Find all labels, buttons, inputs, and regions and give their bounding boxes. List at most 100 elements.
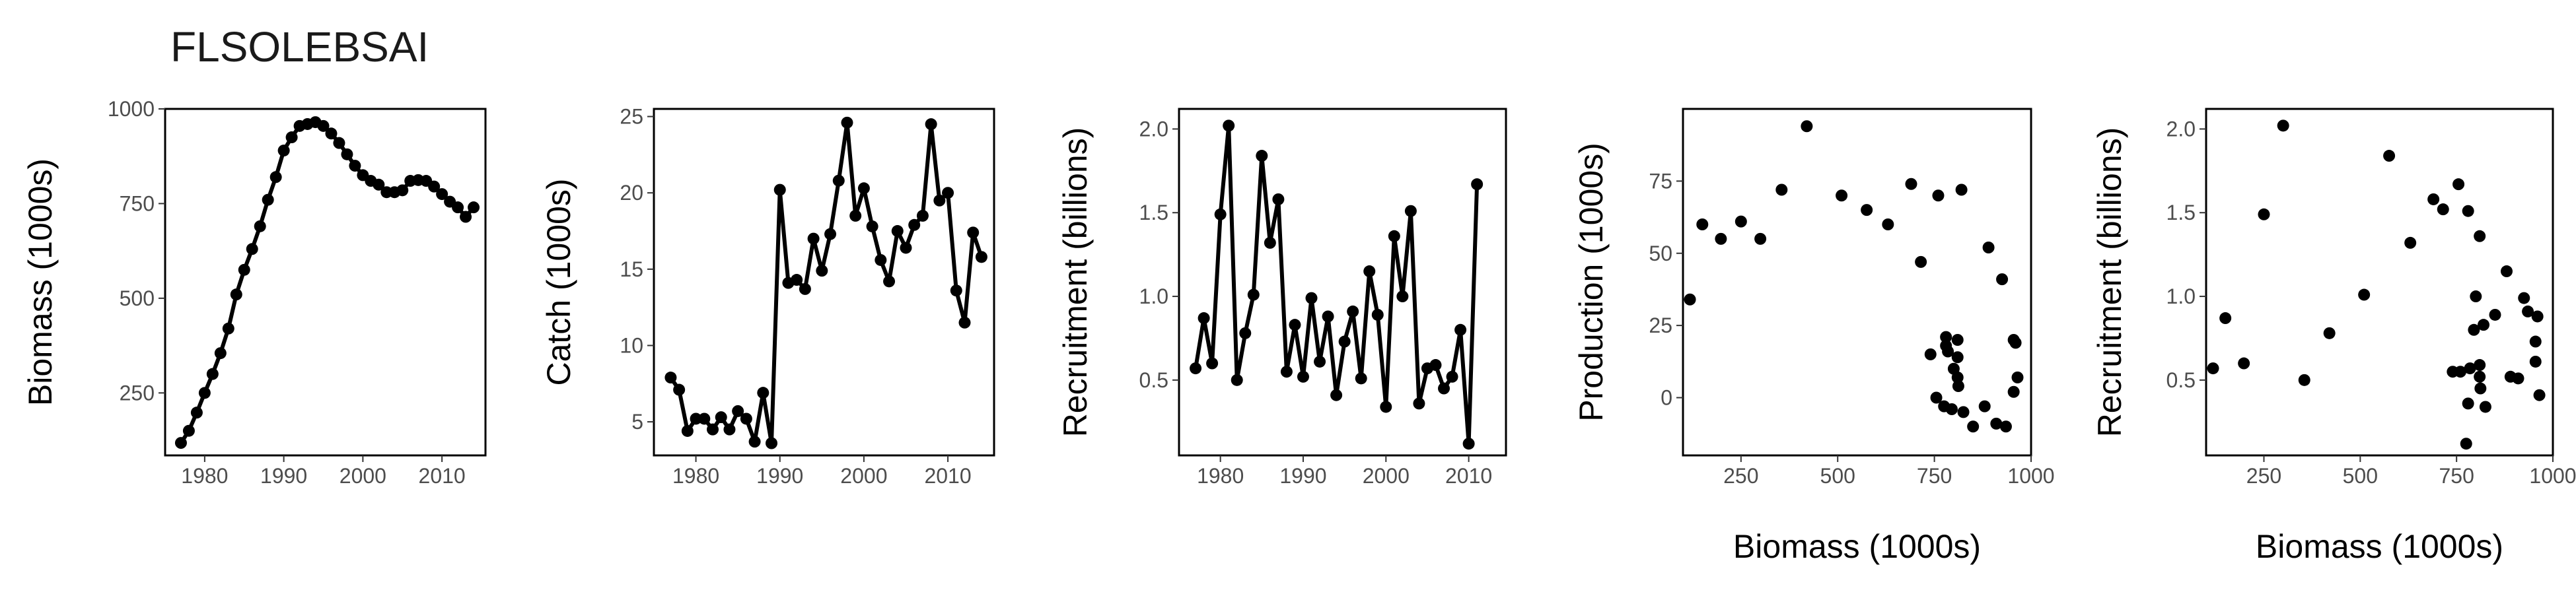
data-point [1454, 323, 1467, 336]
data-point [1214, 208, 1227, 220]
data-point [1429, 359, 1442, 372]
data-point [174, 437, 187, 449]
data-point [866, 220, 878, 233]
data-point [1272, 193, 1285, 205]
y-tick-label: 10 [620, 333, 643, 357]
data-point [1801, 120, 1813, 133]
x-axis-title: Biomass (1000s) [2256, 528, 2503, 565]
data-point [773, 183, 786, 196]
plot-frame [1178, 108, 1507, 457]
data-point [468, 201, 480, 214]
data-point [1396, 290, 1409, 303]
data-point [2501, 265, 2513, 278]
data-point [1223, 119, 1235, 132]
x-tick-label: 250 [1723, 464, 1758, 488]
data-point [1951, 351, 1964, 364]
data-point [2383, 150, 2396, 162]
data-point [681, 424, 694, 437]
data-point [325, 127, 338, 140]
data-point [1996, 273, 2009, 286]
data-point [2009, 337, 2022, 349]
data-point [1247, 288, 1260, 301]
data-point [1190, 362, 1202, 375]
x-tick-label: 750 [1917, 464, 1952, 488]
y-tick-label: 50 [1649, 242, 1672, 265]
data-point [824, 228, 837, 240]
data-point [2462, 205, 2474, 217]
data-point [958, 316, 971, 329]
data-point [1388, 230, 1400, 242]
plot-frame [1682, 108, 2032, 457]
panel-1: 1980 1990 2000 2010 250 500 750 1000 Biomass (10… [22, 97, 487, 488]
data-point [2437, 203, 2449, 216]
data-point [396, 184, 409, 197]
data-point [2518, 292, 2530, 304]
data-point [1951, 334, 1964, 346]
panel-3: 1980 1990 2000 2010 0.5 1.0 1.5 2.0 Recruitment … [1057, 108, 1507, 488]
data-point [2277, 119, 2289, 132]
data-point [1982, 242, 1995, 253]
data-point [1990, 417, 2003, 430]
x-tick-label: 500 [1820, 464, 1855, 488]
data-point [1957, 406, 1970, 418]
x-tick-label: 1980 [181, 464, 228, 488]
plot-frame [653, 108, 995, 457]
data-point [2474, 382, 2487, 395]
data-point [2478, 319, 2489, 331]
data-point [1314, 355, 1326, 368]
data-point [1322, 310, 1334, 323]
y-tick-label: 1.0 [2166, 284, 2196, 308]
data-point [732, 405, 744, 417]
y-tick-label: 75 [1649, 169, 1672, 193]
data-point [1940, 331, 1952, 343]
plot-frame [164, 108, 487, 457]
data-point [1363, 265, 1376, 278]
data-point [2007, 385, 2020, 398]
series-line [179, 120, 476, 444]
data-point [791, 274, 803, 286]
data-point [2427, 193, 2440, 205]
data-point [238, 263, 250, 276]
data-point [832, 174, 845, 187]
data-point [349, 160, 361, 172]
data-point [428, 180, 441, 193]
x-tick-label: 1980 [672, 464, 719, 488]
data-point [2323, 327, 2336, 339]
data-point [807, 232, 820, 245]
data-point [673, 383, 686, 396]
x-tick-label: 1990 [1279, 464, 1326, 488]
data-point [857, 182, 870, 195]
data-point [1715, 232, 1727, 245]
data-point [2404, 236, 2417, 249]
data-point [1938, 400, 1950, 412]
data-point [1967, 420, 1980, 433]
data-point [849, 209, 862, 222]
data-point [1999, 420, 2012, 433]
data-point [766, 437, 778, 449]
panel-4: 250 500 750 1000 0 25 50 75 Production (1000s) Bi… [1573, 108, 2055, 565]
data-point [1289, 319, 1301, 331]
x-tick-label: 1980 [1197, 464, 1244, 488]
data-point [1438, 382, 1450, 395]
data-point [222, 322, 234, 335]
y-tick-label: 1.0 [1139, 284, 1168, 308]
x-tick-label: 2000 [1363, 464, 1410, 488]
data-point [2298, 374, 2310, 386]
data-point [1446, 370, 1458, 383]
data-point [1471, 178, 1484, 191]
y-tick-label: 0.5 [2166, 368, 2196, 392]
y-tick-label: 15 [620, 257, 643, 281]
data-point [891, 225, 904, 238]
data-point [1955, 183, 1968, 196]
data-point [1280, 366, 1293, 378]
data-point [2011, 371, 2024, 383]
x-tick-label: 1000 [2007, 464, 2054, 488]
data-point [933, 194, 946, 207]
y-tick-label: 5 [631, 410, 643, 434]
data-point [2358, 288, 2371, 301]
data-point [198, 387, 211, 399]
x-tick-label: 2000 [840, 464, 887, 488]
y-tick-label: 25 [1649, 314, 1672, 337]
y-axis-title: Production (1000s) [1573, 143, 1610, 421]
data-point [757, 387, 769, 399]
